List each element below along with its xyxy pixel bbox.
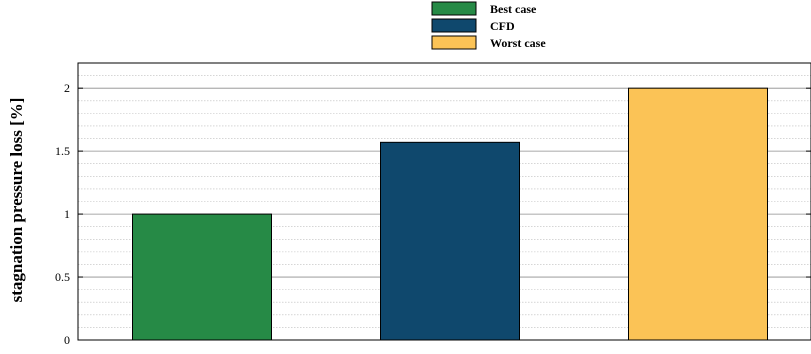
y-axis-label: stagnation pressure loss [%]: [7, 98, 26, 303]
plot-frame: [77, 62, 811, 341]
y-tick-label: 2: [64, 81, 70, 95]
legend-swatch-cfd: [431, 18, 477, 33]
bar-best-case: [132, 213, 272, 341]
y-tick-label: 0: [64, 333, 70, 347]
bar-worst-case: [628, 87, 768, 341]
bars: [132, 87, 768, 341]
legend-swatch-best-case: [431, 1, 477, 16]
y-tick-label: 1.5: [55, 144, 70, 158]
legend-swatch-worst-case: [431, 35, 477, 50]
legend-label: Best case: [490, 2, 537, 16]
y-tick-label: 0.5: [55, 270, 70, 284]
y-axis-ticks: 0 0.5 1 1.5 2: [55, 81, 811, 347]
y-tick-label: 1: [64, 207, 70, 221]
legend: Best case CFD Worst case: [431, 1, 546, 50]
legend-label: Worst case: [490, 36, 546, 50]
legend-label: CFD: [490, 19, 515, 33]
bar-cfd: [380, 141, 520, 341]
